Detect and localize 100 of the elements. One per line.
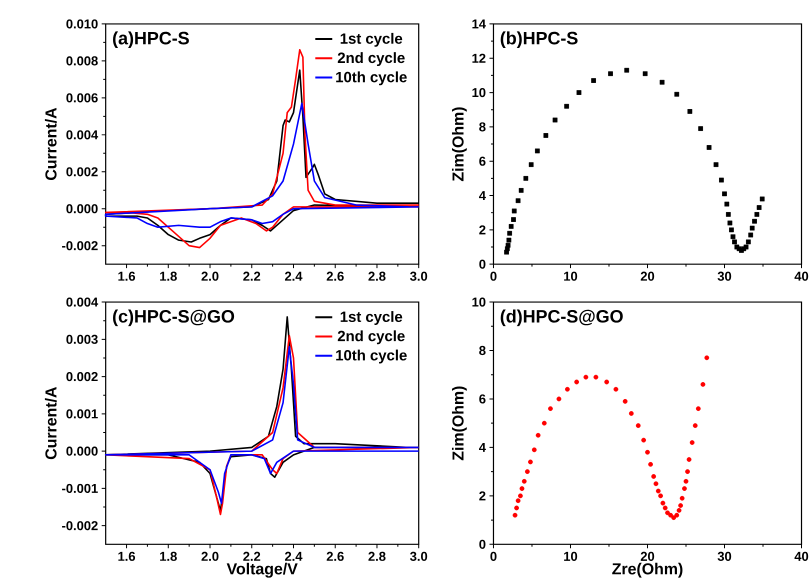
point: [565, 386, 570, 392]
point: [552, 118, 558, 122]
point: [724, 202, 730, 207]
point: [728, 220, 732, 226]
x-tick-label: 1.6: [118, 272, 136, 281]
point: [507, 230, 512, 236]
y-tick-label: -0.002: [62, 241, 98, 250]
x-tick-label: 2.8: [368, 552, 386, 561]
y-tick-label: 0.010: [66, 19, 98, 28]
point: [574, 380, 580, 384]
x-tick-label: 2.0: [202, 272, 218, 281]
point: [665, 510, 670, 516]
y-tick-label: -0.002: [62, 521, 98, 530]
chart-title: (d)HPC-S@GO: [500, 310, 623, 326]
point: [622, 398, 628, 404]
point: [744, 244, 748, 250]
x-axis-title: Voltage/V: [226, 562, 298, 578]
y-tick-label: 0: [479, 260, 486, 269]
y-tick-label: 2: [479, 491, 486, 500]
x-tick-label: 20: [640, 552, 654, 561]
point: [692, 423, 698, 428]
y-tick-label: 0: [479, 540, 486, 549]
point: [680, 496, 685, 501]
y-tick-label: 8: [479, 122, 486, 132]
point: [690, 440, 695, 445]
x-tick-label: 3.0: [410, 272, 428, 281]
point: [512, 512, 518, 518]
legend-label: 1st cycle: [340, 311, 402, 325]
point: [671, 515, 676, 520]
point: [548, 406, 553, 412]
x-tick-label: 1.6: [118, 552, 136, 561]
y-tick-label: 0.003: [66, 334, 98, 344]
y-tick-label: 0.002: [66, 372, 98, 382]
point: [648, 462, 653, 467]
y-tick-label: 8: [479, 346, 486, 356]
y-tick-label: 10: [472, 297, 486, 307]
y-tick-label: 0.008: [66, 56, 98, 66]
y-tick-label: 6: [479, 156, 486, 166]
point: [516, 498, 521, 504]
point: [628, 411, 634, 416]
point: [594, 374, 598, 380]
x-tick-label: 20: [640, 272, 654, 281]
point: [726, 212, 731, 217]
point: [542, 420, 547, 426]
point: [556, 396, 562, 402]
point: [704, 355, 710, 360]
point: [518, 188, 524, 193]
point: [696, 406, 701, 412]
point: [698, 126, 704, 131]
point: [523, 176, 528, 181]
y-tick-label: 4: [479, 442, 486, 452]
x-tick-label: 2.2: [243, 552, 260, 561]
point: [536, 432, 541, 438]
y-tick-label: -0.001: [62, 484, 98, 493]
point: [676, 508, 682, 513]
chart-title: (a)HPC-S: [113, 31, 189, 48]
y-axis-title: Current/A: [44, 108, 57, 180]
point: [682, 486, 687, 491]
point: [750, 226, 755, 231]
y-tick-label: 0.006: [66, 93, 98, 102]
x-tick-label: 2.4: [284, 552, 302, 561]
point: [685, 469, 690, 474]
point: [732, 239, 737, 244]
point: [608, 71, 613, 76]
point: [520, 486, 524, 491]
point: [524, 469, 530, 474]
y-tick-label: 0.004: [66, 130, 98, 140]
point: [674, 92, 680, 97]
y-axis-title: Zim(Ohm): [452, 107, 467, 182]
point: [522, 478, 527, 484]
point: [748, 232, 754, 238]
point: [518, 493, 523, 498]
point: [528, 162, 534, 168]
y-tick-label: 10: [472, 88, 486, 98]
x-tick-label: 0: [490, 272, 497, 281]
point: [651, 474, 656, 479]
x-tick-label: 0: [490, 552, 497, 561]
legend-label: 10th cycle: [336, 71, 407, 86]
point: [506, 238, 512, 243]
point: [512, 208, 517, 214]
point: [706, 145, 712, 150]
point: [729, 227, 734, 232]
x-tick-label: 2.6: [326, 552, 344, 561]
point: [636, 423, 641, 428]
y-tick-label: 4: [479, 191, 486, 200]
point: [528, 460, 533, 464]
chart-title: (b)HPC-S: [500, 31, 578, 48]
legend-label: 1st cycle: [340, 32, 402, 47]
point: [684, 478, 688, 484]
y-tick-label: 14: [472, 19, 486, 28]
point: [658, 493, 663, 498]
point: [516, 198, 521, 204]
point: [583, 374, 588, 380]
point: [660, 80, 665, 85]
x-tick-label: 1.8: [160, 552, 177, 561]
point: [534, 148, 540, 154]
y-tick-label: 0.004: [66, 297, 98, 307]
point: [511, 217, 516, 222]
chart-title: (c)HPC-S@GO: [113, 310, 234, 326]
point: [686, 457, 692, 462]
